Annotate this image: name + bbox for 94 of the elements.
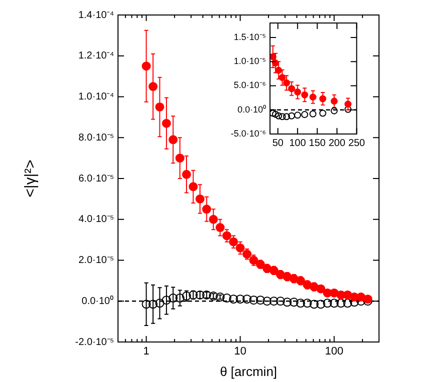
point	[155, 298, 164, 308]
point	[208, 292, 218, 301]
point	[344, 100, 352, 108]
point	[155, 102, 164, 112]
point	[256, 296, 265, 305]
point	[162, 296, 171, 305]
x-tick-label: 100	[289, 138, 306, 149]
point	[182, 170, 192, 179]
point	[343, 298, 352, 308]
point	[262, 296, 272, 306]
point	[249, 296, 258, 305]
point	[282, 298, 292, 307]
y-tick-label: 2.0·10⁻⁵	[78, 255, 114, 266]
point	[275, 66, 282, 74]
y-tick-label: 1.0·10⁻⁴	[78, 92, 114, 102]
point	[330, 107, 338, 114]
point	[301, 111, 308, 118]
x-tick-label: 200	[328, 138, 346, 149]
point	[294, 88, 302, 96]
point	[302, 298, 312, 308]
point	[288, 112, 296, 120]
point	[330, 298, 339, 308]
point	[276, 296, 285, 306]
x-axis-title: θ [arcmin]	[220, 364, 278, 379]
point	[148, 300, 158, 309]
point	[294, 112, 302, 119]
y-tick-label: 1.2·10⁻⁴	[78, 50, 114, 62]
point	[301, 91, 308, 98]
point	[272, 60, 279, 67]
point	[275, 112, 282, 120]
y-tick-label: 6.0·10⁻⁵	[78, 173, 114, 184]
point	[316, 300, 326, 309]
point	[270, 53, 276, 60]
point	[330, 98, 338, 105]
point	[242, 294, 252, 304]
point	[195, 194, 204, 204]
point	[216, 292, 225, 302]
point	[222, 294, 232, 303]
y-axis-title: <|γ|²>	[22, 159, 40, 198]
point	[175, 154, 184, 163]
point	[188, 182, 198, 192]
y-tick-label: 8.0·10⁻⁵	[78, 132, 114, 144]
point	[236, 294, 245, 304]
point	[208, 214, 218, 224]
point	[168, 294, 178, 303]
point	[202, 204, 212, 214]
point	[344, 106, 352, 113]
point	[288, 85, 296, 92]
point	[148, 82, 158, 92]
y-tick-label: -2.0·10⁻⁵	[75, 336, 114, 348]
point	[142, 62, 151, 71]
point	[270, 110, 276, 117]
point	[296, 298, 306, 308]
point	[278, 74, 286, 82]
point	[188, 290, 198, 300]
x-tick-label: 150	[308, 138, 326, 149]
point	[283, 113, 290, 120]
point	[175, 294, 184, 303]
point	[309, 110, 316, 118]
point	[309, 94, 316, 101]
point	[269, 296, 278, 306]
point	[182, 292, 192, 301]
x-tick-label: 10	[234, 346, 246, 358]
point	[168, 135, 178, 144]
point	[216, 223, 225, 232]
y-tick-label: 0.0·10⁰	[82, 294, 114, 307]
x-tick-label: 100	[324, 346, 344, 358]
point	[229, 294, 238, 304]
x-tick-label: 250	[348, 138, 366, 149]
point	[195, 290, 204, 300]
y-tick-label: 1.0·10⁻⁵	[234, 56, 266, 66]
y-tick-label: 4.0·10⁻⁵	[78, 214, 114, 226]
y-tick-label: 1.5·10⁻⁵	[234, 32, 266, 42]
point	[236, 243, 245, 252]
y-tick-label: 5.0·10⁻⁶	[234, 80, 266, 90]
point	[142, 300, 151, 309]
point	[283, 79, 290, 86]
y-tick-label: 0.0·10⁰	[237, 104, 266, 114]
point	[319, 95, 326, 102]
point	[202, 290, 212, 300]
point	[272, 110, 279, 118]
x-tick-label: 50	[272, 138, 284, 149]
y-tick-label: -5.0·10⁻⁶	[230, 128, 266, 138]
point	[319, 110, 326, 117]
point	[322, 298, 332, 308]
point	[336, 298, 346, 308]
point	[316, 284, 326, 294]
point	[278, 113, 286, 120]
x-tick-label: 1	[143, 346, 150, 358]
point	[356, 292, 366, 302]
y-tick-label: 1.4·10⁻⁴	[78, 10, 114, 21]
point	[310, 300, 319, 309]
point	[289, 298, 298, 307]
point	[162, 118, 171, 128]
